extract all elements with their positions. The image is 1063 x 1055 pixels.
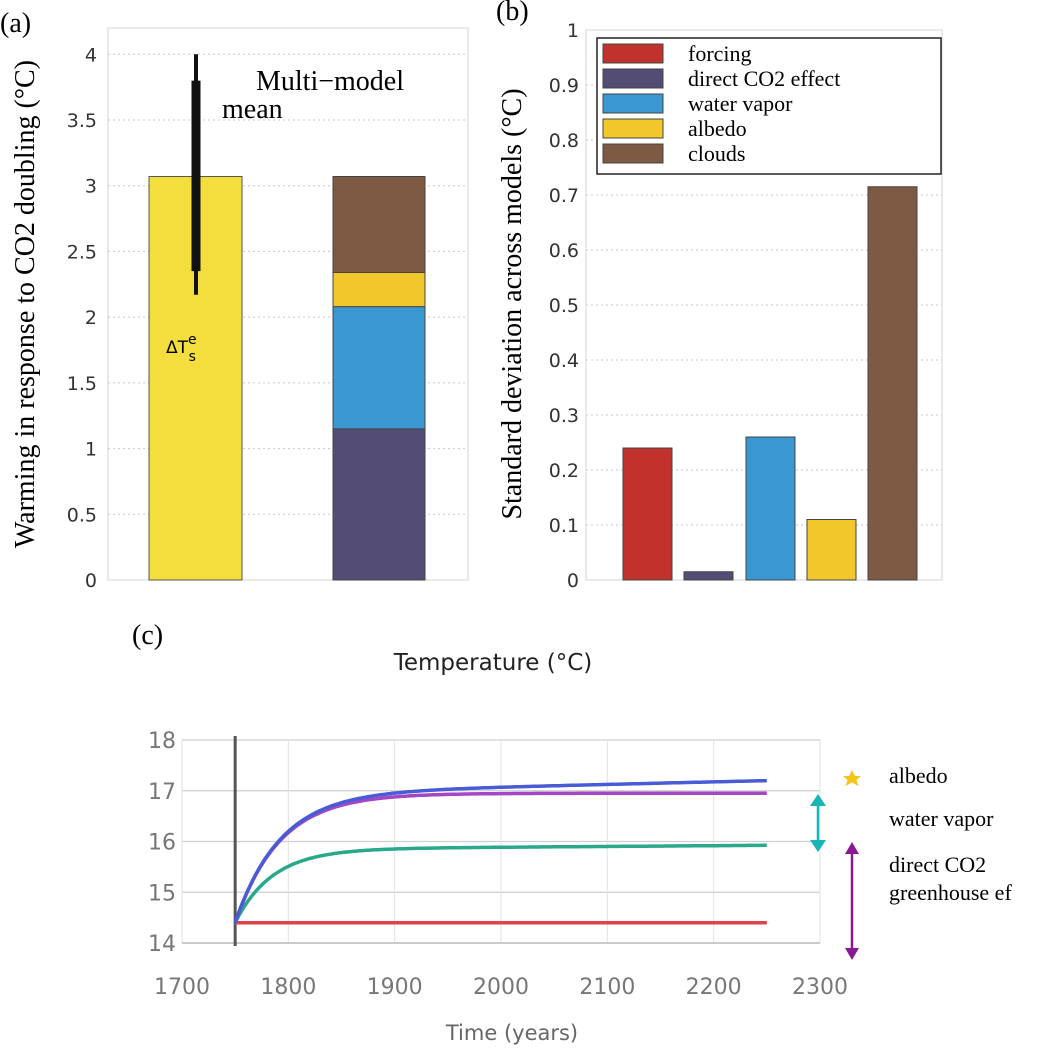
panel-c-gridlines bbox=[181, 736, 821, 946]
legend-label: water vapor bbox=[688, 91, 793, 116]
panel-c-x-axis-label: Time (years) bbox=[445, 1021, 578, 1045]
panel-c-series bbox=[233, 778, 767, 925]
y-tick-label: 0.5 bbox=[67, 504, 97, 526]
y-tick-label: 0 bbox=[85, 570, 97, 592]
panel-a-bar-label: ΔTe s bbox=[166, 332, 197, 365]
panel-c-label: (c) bbox=[132, 620, 163, 651]
x-tick-label: 2000 bbox=[473, 975, 529, 1000]
y-tick-label: 1.5 bbox=[67, 373, 97, 395]
y-tick-label: 0.4 bbox=[549, 350, 579, 372]
y-tick-label: 0.3 bbox=[549, 405, 579, 427]
y-tick-label: 3 bbox=[85, 176, 97, 198]
stacked-segment-direct-co2-effect bbox=[332, 428, 426, 581]
x-tick-label: 2100 bbox=[579, 975, 635, 1000]
panel-b-bars bbox=[622, 186, 918, 581]
panel-a-y-axis-label: Warming in response to CO2 doubling (°C) bbox=[10, 60, 41, 548]
panel-a-y-ticks: 0 0.5 1 1.5 2 2.5 3 3.5 4 bbox=[67, 44, 97, 592]
panel-c-side-annotations: albedo water vapor direct CO2 greenhouse… bbox=[810, 763, 1012, 960]
stacked-segment-clouds bbox=[332, 176, 426, 273]
panel-a-annotation-line1: Multi−model bbox=[256, 66, 404, 97]
annotation-water-vapor: water vapor bbox=[889, 806, 994, 831]
water-vapor-double-arrow-icon bbox=[810, 794, 826, 852]
bar-water-vapor bbox=[745, 436, 796, 581]
panel-a-annotation-line2: mean bbox=[222, 94, 283, 125]
annotation-greenhouse-effect: greenhouse ef bbox=[889, 880, 1012, 905]
panel-b: (b) 0 0.1 0.2 0.3 0.4 0.5 0.6 0.7 0.8 0.9 1 Standa… bbox=[496, 0, 943, 592]
y-tick-label: 16 bbox=[148, 831, 176, 856]
x-tick-label: 1700 bbox=[154, 975, 210, 1000]
y-tick-label: 1 bbox=[567, 20, 579, 42]
panel-c-y-ticks: 14 15 16 17 18 bbox=[148, 729, 176, 957]
bar-albedo bbox=[806, 519, 857, 581]
panel-a: (a) 0 0.5 1 1.5 2 2.5 3 3.5 4 Warming in respons… bbox=[0, 8, 469, 592]
bar-direct-co2-effect bbox=[683, 571, 734, 581]
temperature-series-line bbox=[233, 791, 767, 924]
annotation-albedo: albedo bbox=[889, 763, 948, 788]
x-tick-label: 1800 bbox=[260, 975, 316, 1000]
panel-c-title: Temperature (°C) bbox=[393, 650, 593, 676]
legend-swatch bbox=[602, 93, 664, 114]
y-tick-label: 0.5 bbox=[549, 295, 579, 317]
x-tick-label: 2200 bbox=[686, 975, 742, 1000]
y-tick-label: 1 bbox=[85, 439, 97, 461]
panel-a-bars bbox=[148, 54, 426, 581]
stacked-segment-water-vapor bbox=[332, 306, 426, 430]
y-tick-label: 0.1 bbox=[549, 515, 579, 537]
temperature-series-line bbox=[233, 843, 767, 924]
direct-co2-double-arrow-icon bbox=[845, 842, 859, 960]
y-tick-label: 3.5 bbox=[67, 110, 97, 132]
annotation-direct-co2: direct CO2 bbox=[889, 852, 986, 877]
delta-t-label: ΔTe s bbox=[166, 332, 197, 365]
legend-label: direct CO2 effect bbox=[688, 66, 840, 91]
legend-label: clouds bbox=[688, 141, 745, 166]
y-tick-label: 0.6 bbox=[549, 240, 579, 262]
legend-swatch bbox=[602, 43, 664, 64]
temperature-series-line bbox=[233, 778, 767, 924]
x-tick-label: 2300 bbox=[792, 975, 848, 1000]
panel-c: (c) Temperature (°C) 14 15 16 17 18 1700 1800… bbox=[132, 620, 1012, 1045]
albedo-star-icon bbox=[843, 770, 861, 786]
legend-swatch bbox=[602, 143, 664, 164]
y-tick-label: 0 bbox=[567, 570, 579, 592]
y-tick-label: 17 bbox=[148, 780, 176, 805]
panel-b-y-ticks: 0 0.1 0.2 0.3 0.4 0.5 0.6 0.7 0.8 0.9 1 bbox=[549, 20, 579, 592]
legend-label: albedo bbox=[688, 116, 747, 141]
legend-swatch bbox=[602, 68, 664, 89]
y-tick-label: 2 bbox=[85, 307, 97, 329]
legend-label: forcing bbox=[688, 41, 752, 66]
stacked-segment-albedo bbox=[332, 271, 426, 308]
y-tick-label: 18 bbox=[148, 729, 176, 754]
y-tick-label: 2.5 bbox=[67, 241, 97, 263]
panel-b-y-axis-label: Standard deviation across models (°C) bbox=[497, 88, 528, 519]
y-tick-label: 14 bbox=[148, 932, 176, 957]
panel-b-label: (b) bbox=[496, 0, 529, 27]
panel-c-x-ticks: 1700 1800 1900 2000 2100 2200 2300 bbox=[154, 975, 848, 1000]
y-tick-label: 0.9 bbox=[549, 75, 579, 97]
y-tick-label: 0.8 bbox=[549, 130, 579, 152]
y-tick-label: 0.2 bbox=[549, 460, 579, 482]
legend-swatch bbox=[602, 118, 664, 139]
panel-a-label: (a) bbox=[0, 8, 31, 39]
x-tick-label: 1900 bbox=[367, 975, 423, 1000]
y-tick-label: 15 bbox=[148, 881, 176, 906]
y-tick-label: 4 bbox=[85, 44, 97, 66]
bar-clouds bbox=[867, 186, 918, 581]
y-tick-label: 0.7 bbox=[549, 185, 579, 207]
bar-forcing bbox=[622, 447, 673, 581]
